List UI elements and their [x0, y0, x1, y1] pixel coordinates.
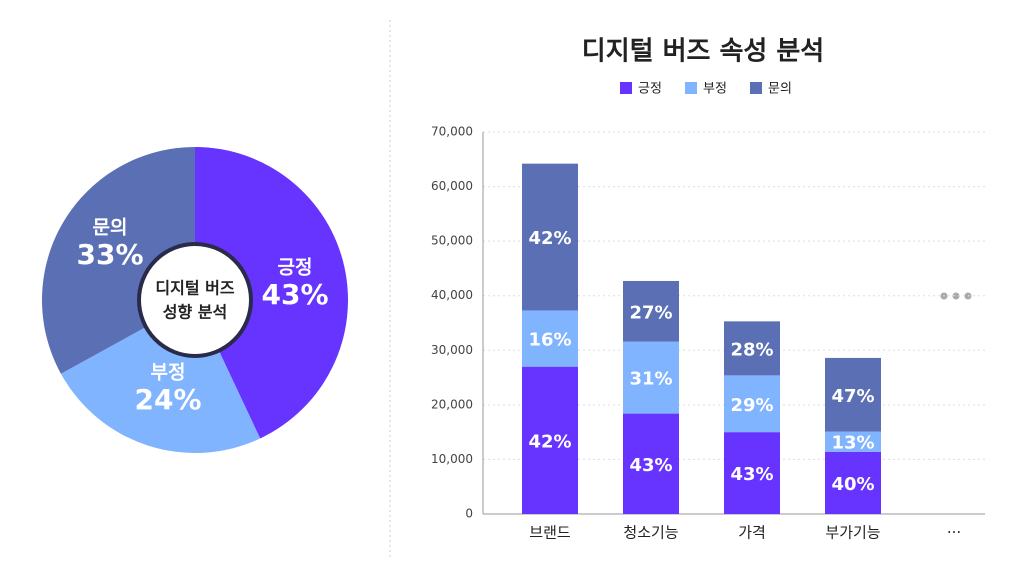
y-tick-label: 40,000: [431, 288, 473, 302]
share-label: 43%: [629, 455, 672, 476]
share-label: 27%: [629, 302, 672, 323]
bar-segment: [825, 451, 881, 514]
bar-segment: [724, 321, 780, 376]
chart-title: 디지털 버즈 속성 분석: [582, 37, 824, 67]
bar-segment: [623, 280, 679, 342]
legend-label: 부정: [703, 82, 727, 97]
slice-name: 긍정: [278, 257, 313, 279]
share-label: 43%: [730, 464, 773, 485]
share-label: 28%: [730, 339, 773, 360]
slice-name: 문의: [93, 217, 128, 239]
y-tick-label: 20,000: [431, 397, 473, 411]
slice-label: 43%: [261, 278, 328, 311]
share-label: 13%: [831, 433, 874, 454]
bar-segment: [522, 366, 578, 514]
legend-label: 긍정: [638, 82, 662, 97]
share-label: 16%: [528, 330, 571, 351]
x-tick-label: 부가기능: [825, 524, 880, 542]
y-tick-label: 70,000: [431, 125, 473, 139]
dot: [952, 292, 960, 300]
y-tick-label: 10,000: [431, 452, 473, 466]
center-label: 성향 분석: [163, 303, 227, 322]
slice-label: 24%: [134, 383, 201, 416]
bar-segment: [825, 431, 881, 452]
donut-hole: [137, 242, 253, 358]
legend-label: 문의: [768, 82, 792, 97]
bar-segment: [724, 375, 780, 433]
y-tick-label: 0: [465, 507, 473, 521]
bar-segment: [825, 357, 881, 432]
share-label: 42%: [528, 228, 571, 249]
x-tick-label: ···: [947, 524, 961, 542]
share-label: 31%: [629, 369, 672, 390]
legend-swatch: [620, 82, 632, 94]
share-label: 47%: [831, 386, 874, 407]
share-label: 40%: [831, 474, 874, 495]
slice-name: 부정: [151, 362, 186, 384]
x-tick-label: 브랜드: [529, 524, 571, 542]
bar-segment: [522, 163, 578, 311]
more-dots: [940, 292, 972, 300]
share-label: 29%: [730, 395, 773, 416]
bar-segment: [623, 341, 679, 414]
y-tick-label: 50,000: [431, 234, 473, 248]
x-tick-label: 청소기능: [623, 524, 678, 542]
bar-segment: [724, 432, 780, 514]
center-label: 디지털 버즈: [155, 279, 234, 298]
legend-swatch: [750, 82, 762, 94]
bar-segment: [522, 310, 578, 367]
bar-segment: [623, 413, 679, 514]
donut-slice: [195, 147, 349, 439]
share-label: 42%: [528, 431, 571, 452]
y-tick-label: 60,000: [431, 179, 473, 193]
x-tick-label: 가격: [738, 524, 766, 542]
slice-label: 33%: [76, 238, 143, 271]
y-tick-label: 30,000: [431, 343, 473, 357]
legend-swatch: [685, 82, 697, 94]
